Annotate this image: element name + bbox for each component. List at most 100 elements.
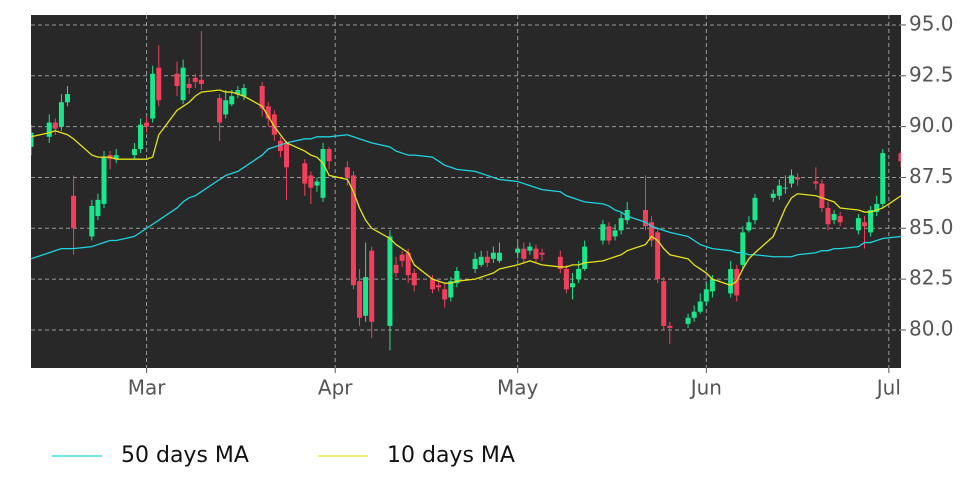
legend: 50 days MA 10 days MA	[52, 443, 515, 468]
candle-body	[521, 248, 527, 259]
candle-body	[728, 268, 734, 294]
x-tick-label: May	[497, 376, 539, 400]
grid	[31, 15, 901, 368]
candle-body	[302, 163, 308, 184]
candle-body	[442, 289, 448, 300]
candle-body	[399, 254, 405, 261]
ma-line	[31, 134, 901, 260]
candle-body	[527, 246, 533, 251]
candle-body	[582, 246, 588, 269]
candle-body	[600, 224, 606, 241]
candle-body	[782, 187, 788, 189]
axes: 80.0 82.5 85.0 87.5 90.0 92.5 95.0 Mar Apr May Jun…	[128, 11, 954, 399]
candle-body	[430, 279, 436, 290]
candle-body	[770, 193, 776, 198]
candle-body	[448, 281, 454, 298]
candle-body	[393, 264, 399, 274]
candle-body	[180, 67, 186, 101]
candle-body	[387, 236, 393, 326]
candle-body	[454, 271, 460, 284]
candle-body	[350, 175, 356, 286]
candle-body	[691, 311, 697, 318]
candle-body	[314, 181, 320, 186]
candle-body	[405, 252, 411, 276]
candle-body	[478, 256, 484, 265]
candle-body	[101, 157, 107, 204]
candle-body	[898, 153, 901, 162]
y-tick-label: 87.5	[909, 164, 954, 188]
candle-body	[58, 102, 64, 127]
candle-body	[144, 122, 150, 127]
candle-body	[65, 94, 71, 103]
candle-body	[795, 177, 801, 180]
candle-body	[369, 250, 375, 322]
candle-body	[709, 279, 715, 292]
x-tick-label: Jul	[875, 376, 901, 400]
y-tick-label: 92.5	[909, 62, 954, 86]
candle-body	[868, 210, 874, 233]
candle-body	[186, 83, 192, 88]
candle-body	[874, 203, 880, 213]
candle-body	[490, 252, 496, 259]
candle-body	[271, 114, 277, 135]
candle-body	[563, 268, 569, 290]
candle-body	[740, 232, 746, 265]
candle-body	[241, 87, 247, 97]
y-tick-label: 85.0	[909, 215, 954, 239]
candle-body	[192, 77, 198, 82]
candle-body	[685, 317, 691, 324]
plot-area	[31, 15, 901, 368]
candle-body	[320, 149, 326, 198]
candle-body	[697, 301, 703, 312]
candle-body	[277, 140, 283, 152]
candle-body	[533, 248, 539, 259]
candle-body	[31, 132, 34, 147]
candle-body	[746, 222, 752, 231]
candle-body	[813, 181, 819, 184]
candle-body	[788, 175, 794, 184]
y-tick-label: 95.0	[909, 11, 954, 35]
candle-body	[661, 281, 667, 326]
candle-body	[46, 122, 52, 137]
y-tick-label: 90.0	[909, 113, 954, 137]
candle-body	[259, 85, 265, 109]
candle-body	[612, 230, 618, 237]
candle-body	[436, 285, 442, 288]
candle-body	[734, 268, 740, 296]
candle-body	[357, 281, 363, 318]
candle-body	[156, 67, 162, 101]
x-tick-label: Jun	[689, 376, 722, 400]
candle-body	[95, 199, 101, 217]
candle-body	[606, 226, 612, 241]
candle-body	[831, 214, 837, 221]
legend-label: 50 days MA	[121, 443, 249, 468]
candle-body	[472, 258, 478, 269]
candle-body	[837, 216, 843, 223]
y-tick-label: 82.5	[909, 266, 954, 290]
candle-body	[569, 283, 575, 288]
candle-body	[326, 149, 332, 162]
candle-body	[113, 155, 119, 160]
candle-body	[496, 252, 502, 261]
candle-body	[284, 142, 290, 168]
candle-body	[649, 222, 655, 241]
candle-body	[618, 218, 624, 231]
candle-body	[150, 73, 156, 119]
candle-body	[217, 98, 223, 123]
candle-body	[825, 207, 831, 225]
candle-body	[235, 90, 241, 95]
candle-body	[667, 325, 673, 328]
candle-body	[624, 210, 630, 221]
plot	[31, 31, 901, 351]
candle-body	[138, 124, 144, 150]
candle-body	[229, 96, 235, 105]
x-tick-label: Mar	[128, 376, 167, 400]
candle-body	[576, 268, 582, 280]
candle-body	[557, 256, 563, 269]
candle-body	[71, 195, 77, 229]
candle-body	[363, 277, 369, 316]
candle-body	[89, 205, 95, 237]
candle-body	[308, 175, 314, 188]
ma-line	[31, 89, 901, 286]
